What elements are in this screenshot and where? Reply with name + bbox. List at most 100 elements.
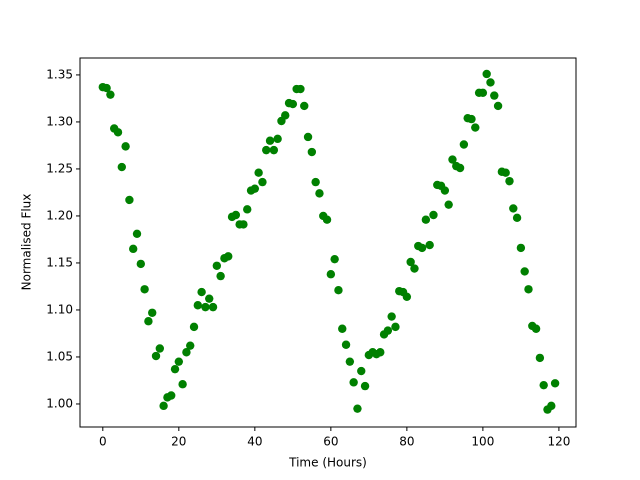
y-tick-label: 1.25 xyxy=(46,161,73,175)
point xyxy=(254,168,263,177)
point xyxy=(178,380,187,389)
point xyxy=(288,99,298,109)
point xyxy=(250,184,260,193)
point xyxy=(307,147,317,157)
point xyxy=(330,254,339,264)
point xyxy=(326,270,336,279)
point xyxy=(391,322,400,332)
point xyxy=(113,128,123,137)
point xyxy=(334,286,343,295)
point xyxy=(231,210,241,220)
point xyxy=(524,285,533,294)
point xyxy=(421,215,431,224)
point xyxy=(265,136,275,145)
point xyxy=(459,140,469,149)
point xyxy=(512,213,522,223)
point xyxy=(174,357,184,366)
point xyxy=(155,344,165,353)
point xyxy=(201,302,210,312)
point xyxy=(170,364,180,374)
point xyxy=(117,162,127,172)
point xyxy=(357,366,366,376)
plot-frame xyxy=(79,57,577,428)
y-tick-label: 1.30 xyxy=(46,114,73,128)
point xyxy=(402,292,412,301)
y-tick-label: 1.00 xyxy=(46,396,73,410)
point xyxy=(410,264,419,273)
point xyxy=(429,210,438,220)
x-axis-label: Time (Hours) xyxy=(288,456,367,470)
point xyxy=(425,240,434,250)
point xyxy=(550,379,560,388)
x-tick-label: 80 xyxy=(399,435,414,449)
point xyxy=(322,215,332,224)
point xyxy=(486,78,495,87)
point xyxy=(106,90,115,99)
point xyxy=(455,163,465,173)
point xyxy=(448,155,457,164)
point xyxy=(262,145,271,155)
point xyxy=(417,243,427,253)
point xyxy=(296,84,305,94)
point xyxy=(197,287,206,297)
y-tick-label: 1.15 xyxy=(46,255,73,269)
x-tick-label: 40 xyxy=(247,435,262,449)
point xyxy=(444,200,453,209)
point xyxy=(205,294,214,303)
point xyxy=(167,391,176,400)
point xyxy=(505,176,514,186)
point xyxy=(440,186,450,195)
y-tick-label: 1.05 xyxy=(46,349,73,363)
point xyxy=(387,312,396,321)
point xyxy=(273,134,282,144)
point xyxy=(151,351,161,361)
point xyxy=(159,401,168,411)
point xyxy=(516,243,526,253)
point xyxy=(478,88,488,97)
point xyxy=(243,205,252,214)
point xyxy=(102,83,111,93)
point xyxy=(216,271,225,281)
point xyxy=(212,261,222,270)
point xyxy=(315,189,324,198)
point xyxy=(121,142,130,151)
point xyxy=(303,132,313,142)
point xyxy=(182,348,191,357)
point xyxy=(239,220,248,229)
point xyxy=(224,252,233,261)
x-tick-label: 20 xyxy=(171,435,186,449)
point xyxy=(189,322,199,332)
point xyxy=(531,324,541,333)
point xyxy=(535,353,545,363)
point xyxy=(353,404,362,413)
point xyxy=(482,69,491,79)
point xyxy=(383,326,393,335)
x-tick-label: 120 xyxy=(547,435,570,449)
point xyxy=(539,380,548,390)
point xyxy=(269,145,279,155)
point xyxy=(132,229,142,239)
point xyxy=(208,302,218,312)
point xyxy=(186,341,195,350)
point xyxy=(376,348,385,357)
point xyxy=(520,267,529,276)
point xyxy=(501,168,510,177)
x-tick-label: 60 xyxy=(323,435,338,449)
y-axis-label: Normalised Flux xyxy=(20,194,34,291)
point xyxy=(125,195,134,205)
point xyxy=(509,204,518,213)
point xyxy=(300,101,309,111)
x-tick-label: 0 xyxy=(99,435,107,449)
point xyxy=(129,244,138,254)
point xyxy=(281,111,290,120)
point xyxy=(471,123,480,132)
point xyxy=(136,259,146,269)
point xyxy=(406,257,415,267)
point xyxy=(490,91,499,100)
point xyxy=(311,177,320,187)
point xyxy=(144,317,153,326)
point xyxy=(193,301,203,310)
point xyxy=(467,114,476,124)
point xyxy=(148,308,157,317)
